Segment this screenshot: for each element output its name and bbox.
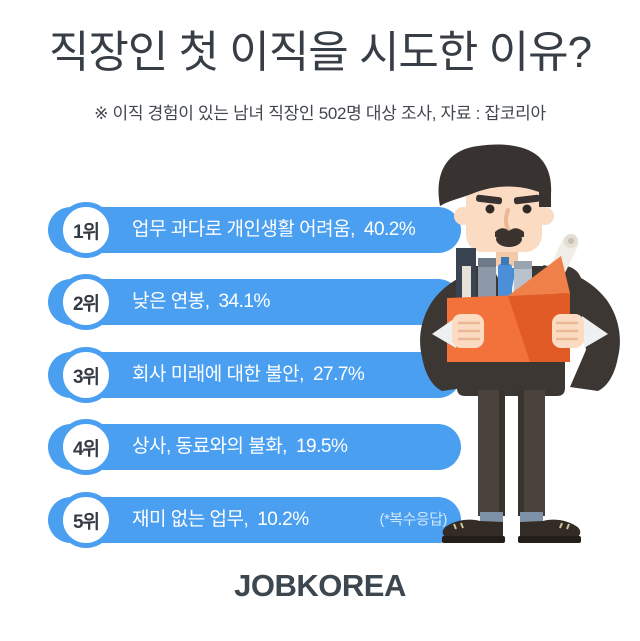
rank-row-2: 낮은 연봉, 34.1% 2위 — [48, 274, 461, 330]
rank-bar: 업무 과다로 개인생활 어려움, 40.2% — [48, 207, 461, 253]
reason-text: 재미 없는 업무, — [132, 509, 249, 530]
percent-value: 34.1% — [218, 291, 270, 312]
rank-row-4: 상사, 동료와의 불화, 19.5% 4위 — [48, 419, 461, 475]
percent-value: 27.7% — [312, 364, 365, 385]
percent-value: 10.2% — [257, 509, 309, 530]
rank-badge: 1위 — [58, 202, 114, 258]
rank-bar: 회사 미래에 대한 불안, 27.7% — [48, 352, 461, 398]
rank-row-1: 업무 과다로 개인생활 어려움, 40.2% 1위 — [48, 202, 461, 258]
jobkorea-logo: JOBKOREA — [234, 568, 406, 603]
rank-row-5: 재미 없는 업무, 10.2% (*복수응답) 5위 — [48, 492, 461, 548]
percent-value: 40.2% — [363, 219, 416, 240]
multi-response-note: (*복수응답) — [379, 511, 447, 528]
hair — [438, 144, 552, 207]
percent-value: 19.5% — [295, 436, 348, 457]
rank-badge: 5위 — [58, 492, 114, 548]
rank-bar-label: 업무 과다로 개인생활 어려움, 40.2% — [132, 207, 416, 253]
mouth — [496, 231, 522, 247]
rank-badge: 3위 — [58, 347, 114, 403]
reason-text: 상사, 동료와의 불화, — [132, 436, 287, 457]
reason-text: 회사 미래에 대한 불안, — [132, 364, 304, 385]
rank-badge: 4위 — [58, 419, 114, 475]
rank-bar-label: 재미 없는 업무, 10.2% — [132, 497, 309, 543]
rank-bar: 재미 없는 업무, 10.2% (*복수응답) — [48, 497, 461, 543]
rank-bar-label: 상사, 동료와의 불화, 19.5% — [132, 424, 348, 470]
rank-bar-label: 낮은 연봉, 34.1% — [132, 279, 270, 325]
rank-bar: 상사, 동료와의 불화, 19.5% — [48, 424, 461, 470]
rank-bar: 낮은 연봉, 34.1% — [48, 279, 461, 325]
man-with-box-illustration — [420, 144, 620, 543]
survey-subtitle: ※ 이직 경험이 있는 남녀 직장인 502명 대상 조사, 자료 : 잡코리아 — [94, 104, 546, 123]
rank-badge: 2위 — [58, 274, 114, 330]
reason-text: 낮은 연봉, — [132, 291, 210, 312]
page-title: 직장인 첫 이직을 시도한 이유? — [48, 28, 592, 77]
rank-bar-label: 회사 미래에 대한 불안, 27.7% — [132, 352, 365, 398]
reason-text: 업무 과다로 개인생활 어려움, — [132, 219, 355, 240]
rank-row-3: 회사 미래에 대한 불안, 27.7% 3위 — [48, 347, 461, 403]
